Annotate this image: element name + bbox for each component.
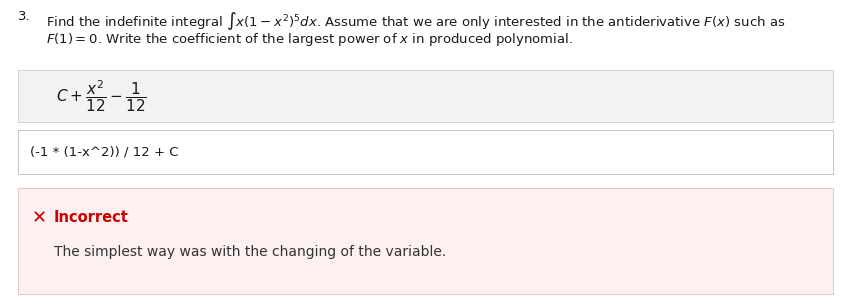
Text: Incorrect: Incorrect xyxy=(54,211,129,226)
Text: $C + \dfrac{x^2}{12} - \dfrac{1}{12}$: $C + \dfrac{x^2}{12} - \dfrac{1}{12}$ xyxy=(56,78,147,114)
Text: (-1 * (1-x^2)) / 12 + C: (-1 * (1-x^2)) / 12 + C xyxy=(30,146,179,158)
Text: The simplest way was with the changing of the variable.: The simplest way was with the changing o… xyxy=(54,245,446,259)
Text: Find the indefinite integral $\int x(1 - x^2)^5dx$. Assume that we are only inte: Find the indefinite integral $\int x(1 -… xyxy=(46,10,786,32)
FancyBboxPatch shape xyxy=(18,188,833,294)
Text: ✕: ✕ xyxy=(32,209,47,227)
Text: 3.: 3. xyxy=(18,10,30,23)
Text: $F(1) = 0$. Write the coefficient of the largest power of $x$ in produced polyno: $F(1) = 0$. Write the coefficient of the… xyxy=(46,32,572,49)
FancyBboxPatch shape xyxy=(18,70,833,122)
FancyBboxPatch shape xyxy=(18,130,833,174)
